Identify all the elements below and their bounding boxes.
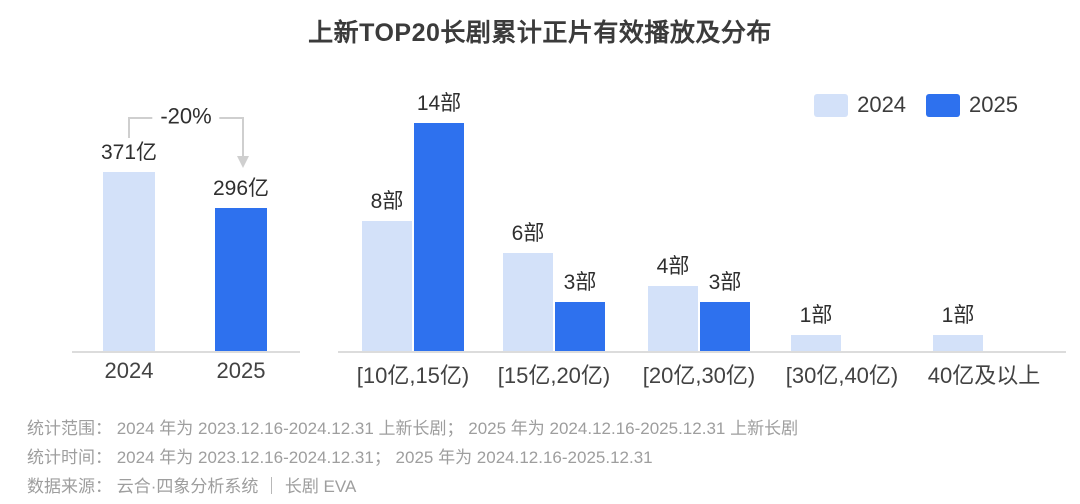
footnote-period: 统计时间： 2024 年为 2023.12.16-2024.12.31； 202… (27, 448, 653, 467)
total-plays-x-axis: 2024 2025 (72, 358, 300, 386)
category-label-4: [30亿,40亿) (785, 363, 899, 388)
change-percentage-label: -20% (152, 103, 220, 130)
category-label-2: [15亿,20亿) (497, 363, 611, 388)
bar-2025-group3 (700, 302, 750, 351)
footnote-source: 数据来源： 云合·四象分析系统 ｜ 长剧 EVA (27, 477, 357, 496)
axis-label-2025: 2025 (216, 358, 266, 383)
footnotes: 统计范围： 2024 年为 2023.12.16-2024.12.31 上新长剧… (27, 414, 798, 501)
bar-2025-group2 (555, 302, 605, 351)
distribution-x-axis: [10亿,15亿) [15亿,20亿) [20亿,30亿) [30亿,40亿) 40亿及… (338, 358, 1066, 388)
value-label-2025: 296亿 (212, 177, 270, 200)
category-label-5: 40亿及以上 (927, 363, 1041, 388)
value-label-2024: 371亿 (100, 141, 158, 164)
legend-swatch-2024-icon (814, 93, 849, 117)
legend-label-2025: 2025 (969, 92, 1018, 117)
value-label-2024-group3: 4部 (656, 255, 690, 278)
bar-2024-group1 (362, 221, 412, 351)
value-label-2025-group1: 14部 (416, 92, 462, 115)
bar-2024-group5 (933, 335, 983, 351)
category-label-1: [10亿,15亿) (356, 363, 470, 388)
category-label-3: [20亿,30亿) (642, 363, 756, 388)
bar-2024-group3 (648, 286, 698, 351)
bar-2025-group1 (414, 123, 464, 351)
legend-item-2025: 2025 (926, 92, 1018, 118)
value-label-2024-group1: 8部 (370, 190, 404, 213)
page-title: 上新TOP20长剧累计正片有效播放及分布 (308, 19, 772, 47)
bar-2024-group2 (503, 253, 553, 351)
axis-label-2024: 2024 (104, 358, 154, 383)
legend-item-2024: 2024 (814, 92, 906, 118)
bar-2025 (215, 208, 267, 351)
value-label-2025-group3: 3部 (708, 271, 742, 294)
chart-legend: 2024 2025 (814, 92, 1018, 118)
change-bracket-right (242, 117, 244, 157)
legend-label-2024: 2024 (857, 92, 907, 117)
distribution-chart: 8部 14部 6部 3部 4部 3部 1部 1部 (338, 92, 1066, 353)
bar-2024-group4 (791, 335, 841, 351)
total-plays-chart: -20% 371亿 296亿 (72, 95, 300, 353)
bar-2024 (103, 172, 155, 351)
footnote-scope: 统计范围： 2024 年为 2023.12.16-2024.12.31 上新长剧… (27, 419, 799, 438)
value-label-2024-group2: 6部 (511, 222, 545, 245)
value-label-2024-group4: 1部 (799, 304, 833, 327)
legend-swatch-2025-icon (926, 93, 961, 117)
change-bracket-left (128, 117, 130, 138)
value-label-2025-group2: 3部 (563, 271, 597, 294)
value-label-2024-group5: 1部 (941, 304, 975, 327)
arrow-down-icon (237, 156, 249, 168)
